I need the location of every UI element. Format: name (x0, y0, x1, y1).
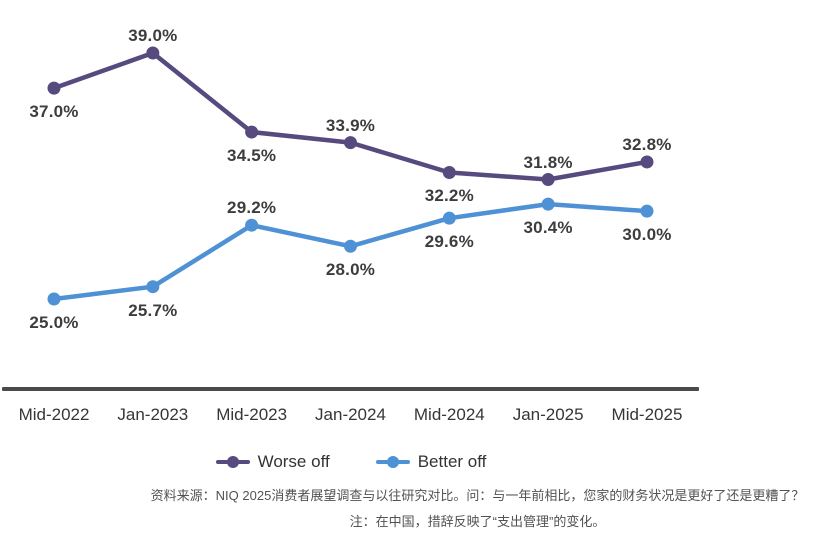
worse-off-point (245, 125, 259, 139)
x-axis-label: Mid-2023 (216, 405, 288, 424)
worse-off-data-label: 32.2% (424, 186, 474, 206)
better-off-data-label: 29.2% (227, 198, 277, 218)
worse-off-data-label: 39.0% (128, 26, 178, 45)
better-off-data-label: 30.4% (523, 218, 573, 238)
better-off-point (245, 218, 259, 232)
worse-off-data-label: 34.5% (227, 146, 277, 166)
worse-off-data-label: 33.9% (325, 115, 376, 135)
better-off-point (640, 204, 654, 218)
better-off-data-label: 29.6% (424, 232, 474, 252)
legend-item-better-off: Better off (375, 452, 487, 472)
better-off-point (343, 239, 357, 253)
worse-off-legend-marker-icon (215, 455, 250, 469)
better-off-data-label: 28.0% (325, 260, 376, 280)
legend-label-worse-off: Worse off (257, 452, 330, 471)
legend-label-better-off: Better off (417, 452, 487, 471)
x-axis-label: Mid-2022 (18, 405, 90, 424)
x-axis-label: Mid-2025 (611, 405, 683, 424)
worse-off-data-label: 37.0% (29, 102, 79, 122)
better-off-point (146, 280, 160, 294)
better-off-point (47, 292, 61, 306)
better-off-point (541, 197, 555, 211)
chart-legend: Worse off Better off (0, 449, 702, 475)
worse-off-point (541, 173, 555, 187)
x-axis-line (2, 387, 699, 391)
methodology-note: 注：在中国，措辞反映了“支出管理”的变化。 (349, 514, 606, 529)
legend-item-worse-off: Worse off (215, 452, 330, 472)
worse-off-point (47, 81, 61, 95)
x-axis-label: Mid-2024 (413, 405, 485, 424)
worse-off-data-label: 32.8% (622, 134, 672, 154)
x-axis-label: Jan-2025 (512, 405, 584, 424)
worse-off-point (343, 136, 357, 150)
x-axis-label: Jan-2023 (117, 405, 189, 424)
worse-off-point (146, 46, 160, 60)
better-off-data-label: 25.0% (29, 312, 79, 332)
better-off-data-label: 25.7% (128, 300, 178, 320)
worse-off-point (442, 165, 456, 179)
worse-off-data-label: 31.8% (523, 152, 573, 172)
better-off-legend-marker-icon (375, 455, 410, 469)
worse-off-point (640, 155, 654, 169)
better-off-point (442, 211, 456, 225)
better-off-data-label: 30.0% (622, 225, 672, 245)
x-axis-label: Jan-2024 (315, 405, 386, 424)
source-note: 资料来源：NIQ 2025消费者展望调查与以往研究对比。问：与一年前相比，您家的… (150, 488, 805, 503)
